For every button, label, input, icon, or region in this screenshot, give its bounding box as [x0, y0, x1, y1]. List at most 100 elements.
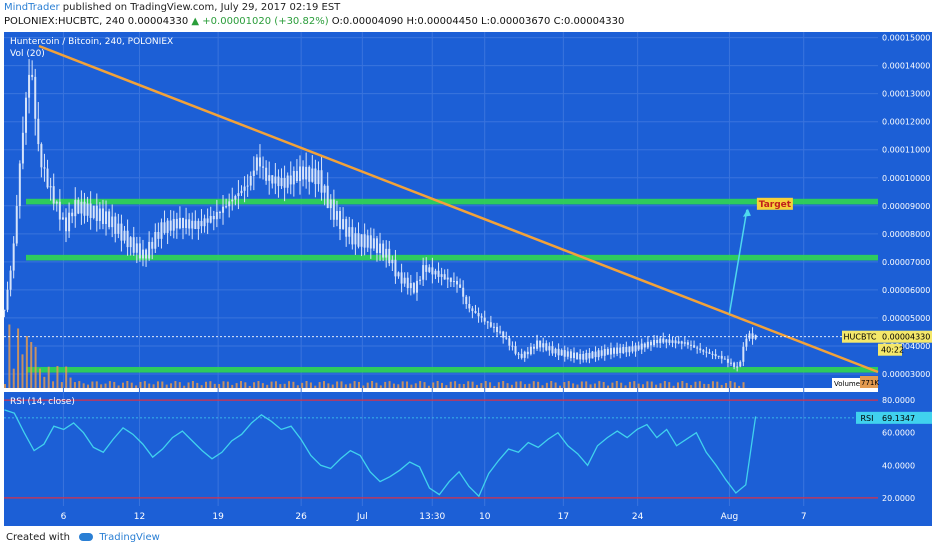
volume-bar	[633, 381, 636, 388]
volume-bar	[401, 381, 404, 388]
volume-bar	[152, 384, 155, 388]
time-tick-label: 10	[479, 512, 491, 522]
candle-body	[409, 283, 412, 289]
candle-body	[711, 353, 714, 355]
candle-body	[237, 193, 240, 197]
candle-body	[197, 220, 200, 229]
candle-body	[311, 168, 314, 182]
candle-body	[101, 208, 104, 224]
candle-body	[372, 238, 375, 249]
volume-ma-value-bg	[860, 376, 878, 388]
candle-body	[95, 205, 98, 221]
volume-bar	[362, 385, 365, 388]
volume-bar	[497, 382, 500, 388]
candle-body	[182, 217, 185, 228]
time-tick-label: 26	[295, 512, 307, 522]
candle-body	[459, 284, 462, 288]
candle-body	[83, 201, 86, 216]
chart-header: MindTrader published on TradingView.com,…	[0, 0, 932, 30]
candle-body	[545, 343, 548, 351]
tradingview-cloud-icon	[79, 533, 94, 541]
candle-body	[305, 166, 308, 180]
volume-bar	[738, 385, 741, 388]
candle-body	[212, 215, 215, 220]
candle-body	[542, 343, 545, 348]
candle-body	[382, 243, 385, 258]
volume-bar	[572, 383, 575, 388]
candle-body	[37, 118, 40, 145]
candle-body	[477, 312, 480, 317]
volume-bar	[554, 382, 557, 388]
price-tick-label: 0.00012000	[882, 118, 930, 127]
volume-bar	[725, 383, 728, 388]
candle-body	[9, 270, 12, 290]
candle-body	[218, 212, 221, 214]
volume-bar	[143, 381, 146, 388]
author-link[interactable]: MindTrader	[4, 2, 60, 13]
volume-bar	[113, 381, 116, 388]
volume-bar	[222, 381, 225, 388]
volume-bar	[458, 383, 461, 388]
made-with: Created with TradingView	[6, 532, 160, 543]
candle-body	[18, 163, 21, 207]
candle-body	[579, 353, 582, 360]
candle-body	[736, 366, 739, 368]
volume-bar	[646, 381, 649, 388]
candle-body	[591, 351, 594, 359]
volume-bar	[226, 381, 229, 388]
candle-body	[566, 351, 569, 357]
tradingview-brand[interactable]: TradingView	[99, 532, 160, 543]
candle-body	[640, 343, 643, 350]
last-price-badge-bg	[878, 330, 932, 343]
chart-canvas[interactable]: 0.00015000 0.00014000 0.00013000 0.00012000…	[0, 30, 932, 528]
volume-bar	[611, 382, 614, 388]
candle-body	[98, 208, 101, 221]
candle-body	[428, 267, 431, 272]
candle-body	[391, 259, 394, 264]
volume-bar	[642, 384, 645, 388]
candle-body	[446, 277, 449, 280]
candle-body	[754, 335, 757, 339]
volume-bar	[502, 381, 505, 388]
volume-bar	[379, 385, 382, 388]
candle-body	[252, 170, 255, 177]
volume-bar	[371, 381, 374, 388]
volume-bar	[545, 382, 548, 388]
candle-body	[163, 222, 166, 233]
candle-body	[345, 219, 348, 237]
candle-body	[385, 248, 388, 258]
candle-body	[594, 351, 597, 358]
candle-body	[329, 199, 332, 209]
volume-bar	[427, 385, 430, 388]
candle-body	[274, 176, 277, 184]
candle-body	[403, 277, 406, 284]
candle-body	[653, 339, 656, 346]
countdown-label: 40:22	[881, 346, 904, 355]
candle-body	[135, 243, 138, 253]
candle-body	[425, 265, 428, 272]
target-arrow	[728, 209, 748, 314]
candle-body	[123, 230, 126, 241]
candle-body	[55, 201, 58, 204]
candle-body	[483, 317, 486, 322]
volume-bar	[532, 381, 535, 388]
chart-footer: Created with TradingView	[0, 528, 932, 550]
volume-bar	[445, 385, 448, 388]
target-label-bg	[756, 197, 793, 210]
volume-bar	[589, 384, 592, 388]
volume-bar	[60, 382, 63, 388]
candle-body	[394, 259, 397, 277]
candle-body	[554, 348, 557, 354]
volume-bar	[213, 383, 216, 388]
volume-bar	[288, 381, 291, 388]
candle-body	[132, 237, 135, 253]
volume-bar	[585, 381, 588, 388]
candle-body	[526, 351, 529, 355]
candle-body	[320, 170, 323, 193]
volume-bar	[441, 382, 443, 388]
candle-body	[622, 346, 625, 354]
volume-bar	[117, 385, 120, 388]
volume-bar	[126, 381, 129, 388]
candle-body	[551, 346, 554, 354]
rsi-symbol-label: RSI	[861, 414, 874, 423]
